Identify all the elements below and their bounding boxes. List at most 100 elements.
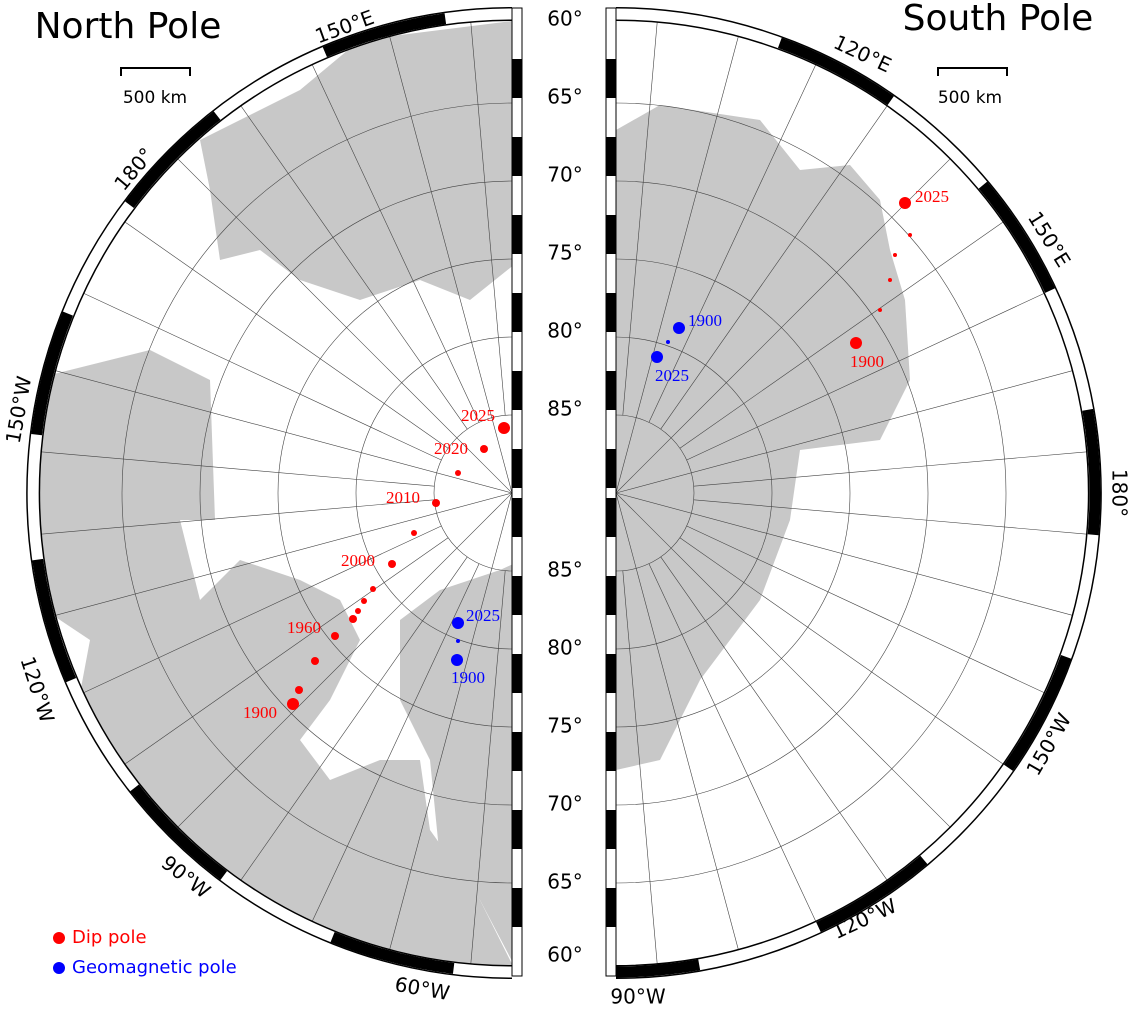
year-label: 1960 [287,618,321,637]
south-dip-track [850,197,912,349]
edge-segment [606,888,616,927]
lon-label: 120°W [16,654,60,726]
year-label: 2025 [915,187,949,206]
edge-segment [512,293,522,332]
meridian [693,499,1088,535]
scale-bar [937,67,1008,76]
frame-segment [978,181,1056,293]
edge-segment [606,810,616,849]
lat-label: 85° [547,558,582,582]
north-land [39,20,512,966]
edge-segment [606,576,616,615]
edge-segment [512,732,522,771]
year-label: 2000 [341,551,375,570]
north-title: North Pole [35,6,222,47]
meridian [679,221,1004,449]
frame-segment [615,959,701,978]
lat-label: 60° [547,7,582,31]
edge-segment [512,888,522,927]
lat-circle [199,180,513,806]
meridian [389,36,513,494]
frame [27,8,513,978]
edge-segment [512,59,522,98]
edge-segment [606,371,616,410]
edge-segment [512,654,522,693]
frame-segment [1003,654,1072,771]
scale-label: 500 km [123,88,187,108]
meridian [311,563,480,922]
frame-segment [125,111,221,209]
scale-label: 500 km [938,88,1002,108]
lon-label: 90°W [610,985,665,1009]
meridian [124,221,449,449]
edge-segment [512,137,522,176]
meridian [648,563,817,922]
meridian [470,570,506,965]
frame-segment [777,37,894,106]
year-label: 2020 [434,439,468,458]
edge-segment [606,215,616,254]
lon-label: 60°W [393,972,452,1005]
meridian [470,21,506,416]
lat-label: 75° [547,241,582,265]
meridian [177,492,513,828]
frame-segment [31,311,73,436]
year-label: 1900 [243,703,277,722]
year-label: 1900 [850,352,884,371]
edge-segment [512,810,522,849]
edge-strip [605,7,617,977]
frame-segment [130,784,228,880]
lat-label: 75° [547,714,582,738]
scale-bar [120,67,191,76]
meridian [693,451,1088,487]
frame-segment [330,932,455,974]
meridian [615,492,1073,616]
lat-label: 60° [547,943,582,967]
meridian [679,537,1004,765]
meridian [615,492,739,950]
edge-segment [512,449,522,488]
lat-label: 65° [547,85,582,109]
lat-label: 80° [547,319,582,343]
edge-segment [606,654,616,693]
meridian [660,556,888,881]
legend-swatch [53,932,65,944]
lat-label: 70° [547,792,582,816]
lat-label: 70° [547,163,582,187]
lat-label: 80° [547,636,582,660]
meridian [615,36,739,494]
meridian [615,158,951,494]
lat-circle [121,102,513,884]
south-title: South Pole [903,0,1094,39]
meridian [660,105,888,430]
lat-circle [615,102,1007,884]
frame-segment [1082,408,1101,536]
year-label: 2025 [655,366,689,385]
frame-segment [322,13,447,58]
meridian [124,537,449,765]
edge-segment [606,59,616,98]
lat-circle [615,180,929,806]
meridian [622,570,658,965]
year-label: 2025 [461,406,495,425]
meridian [40,499,435,535]
meridian [55,492,513,616]
lon-label: 180° [1108,469,1132,517]
edge-segment [606,449,616,488]
lat-circle [433,414,513,572]
year-label: 2010 [386,488,420,507]
meridian [622,21,658,416]
edge-segment [512,215,522,254]
edge-segment [606,498,616,537]
meridian [240,556,468,881]
edge-segment [606,137,616,176]
lat-label: 65° [547,870,582,894]
meridian [40,451,435,487]
south-land [616,105,910,770]
legend-label: Dip pole [72,927,147,948]
lat-circle [355,336,513,650]
frame-segment [816,855,928,933]
meridian [55,370,513,494]
frame-segment [32,558,77,683]
